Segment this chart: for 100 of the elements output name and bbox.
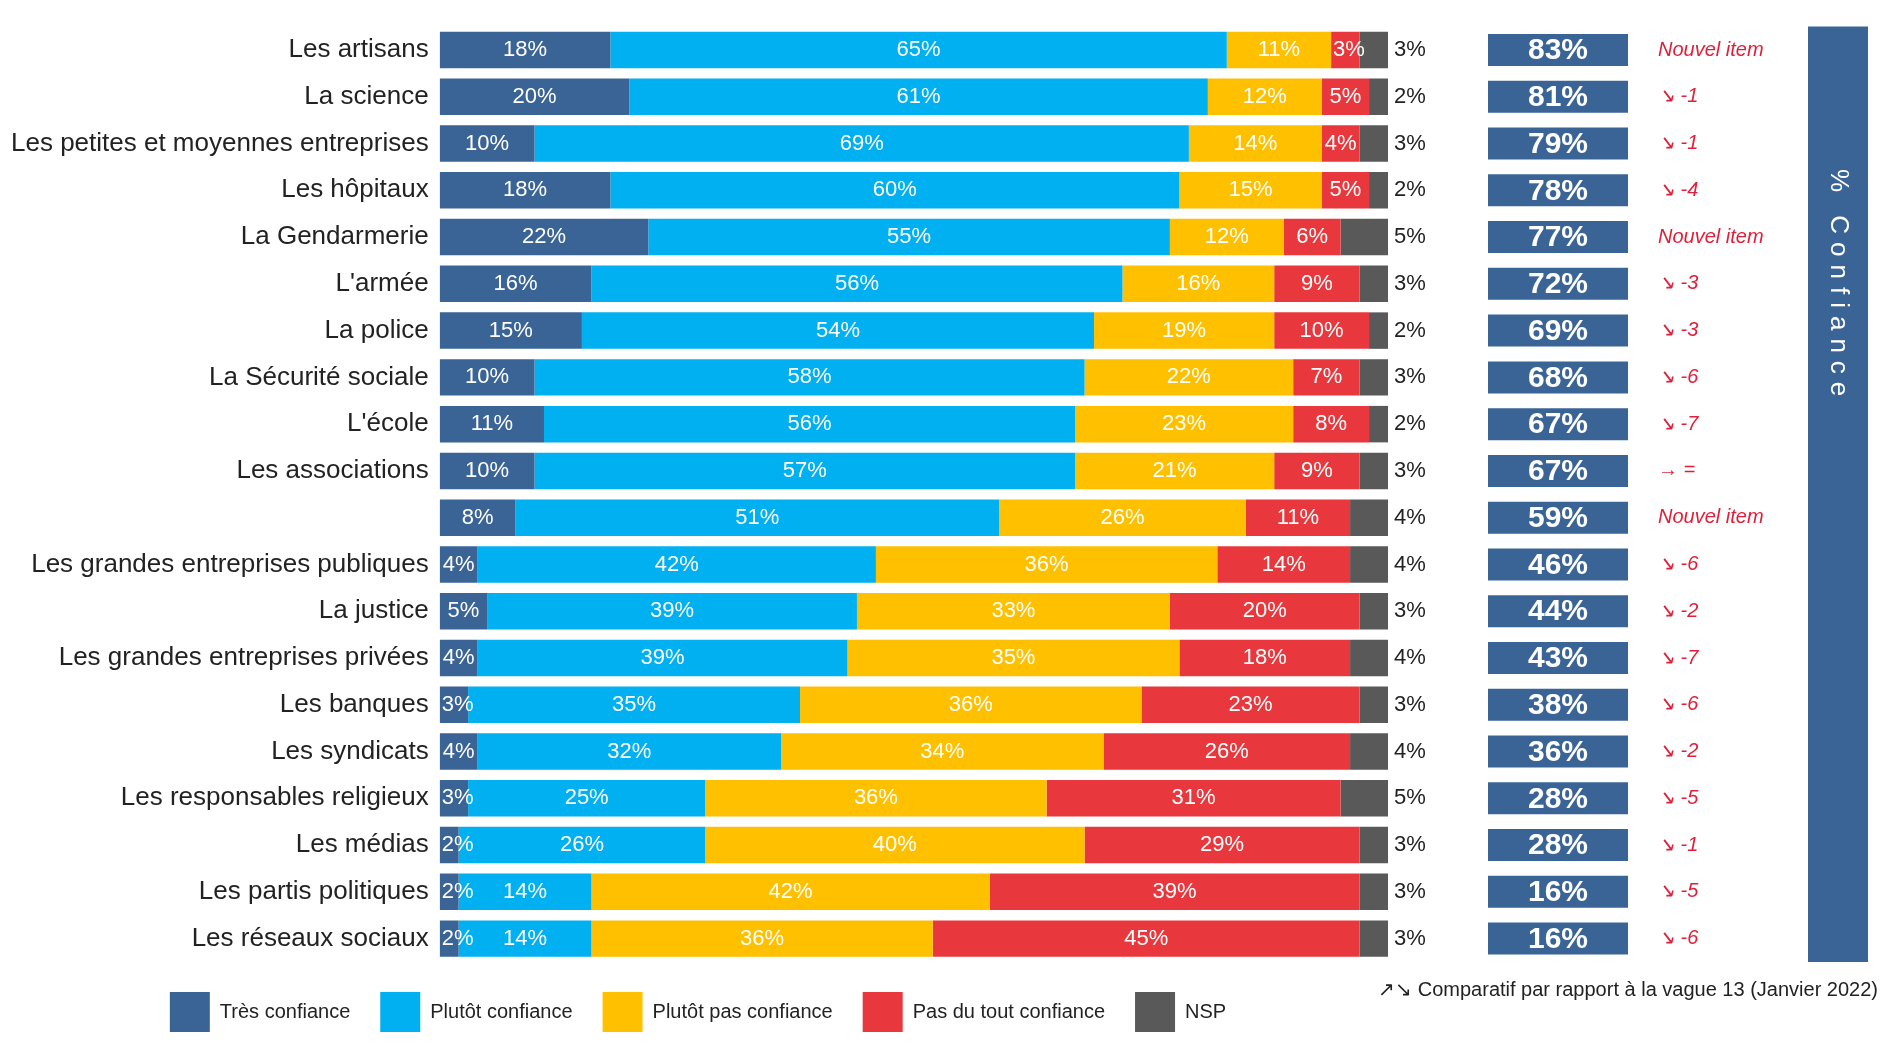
text: 28% [1527, 780, 1589, 814]
text: ↘ -7 [1658, 645, 1700, 668]
data-label: 36% [853, 784, 898, 810]
data-label: 21% [1152, 456, 1197, 482]
text: ↘ -1 [1658, 84, 1699, 107]
data-label: 12% [1242, 82, 1287, 108]
text: ↘ -2 [1658, 739, 1699, 762]
data-label: 45% [1124, 924, 1169, 950]
bar [648, 218, 1170, 256]
bar [1293, 359, 1360, 396]
bar [1274, 452, 1360, 490]
bar [800, 686, 1142, 724]
text: 67% [1527, 453, 1589, 487]
text: 67% [1527, 406, 1589, 440]
data-label: 56% [787, 410, 832, 436]
bar [487, 592, 857, 630]
data-label: 4% [1394, 644, 1426, 670]
data-label: 39% [640, 644, 685, 670]
data-label: 3% [1394, 269, 1426, 295]
data-label: 56% [834, 269, 879, 295]
text: ↘ -5 [1658, 879, 1700, 902]
bar [1340, 218, 1388, 256]
bar [1075, 452, 1275, 490]
text: 72% [1527, 266, 1589, 300]
data-label: 19% [1162, 316, 1207, 342]
text: ↘ -5 [1658, 785, 1700, 808]
text: Nouvel item [1658, 37, 1764, 60]
text: 81% [1527, 79, 1589, 113]
data-label: 12% [1204, 223, 1249, 249]
data-label: 36% [1024, 550, 1069, 576]
bar [1350, 499, 1388, 536]
y-tick-label: L'armée [335, 267, 429, 298]
bar [477, 733, 782, 770]
data-label: 14% [1233, 129, 1278, 155]
data-label: 23% [1228, 690, 1273, 716]
legend-label: Très confiance [219, 999, 351, 1022]
data-label: 18% [503, 176, 548, 202]
data-label: 35% [612, 690, 657, 716]
data-label: 42% [654, 550, 699, 576]
legend-label: Plutôt pas confiance [652, 999, 833, 1022]
bar [1169, 218, 1284, 256]
bar [1245, 499, 1351, 536]
data-label: 11% [470, 410, 514, 436]
y-tick-label: Les hôpitaux [281, 173, 429, 204]
text: ↘ -6 [1658, 926, 1700, 949]
bar [1179, 639, 1351, 677]
data-label: 4% [1394, 737, 1426, 763]
data-label: 20% [512, 82, 557, 108]
text: 46% [1527, 546, 1589, 580]
data-label: 51% [735, 503, 780, 529]
text: ↘ -1 [1658, 131, 1699, 154]
y-tick-label: L'école [347, 407, 429, 438]
text: % Confiance [1824, 168, 1855, 405]
data-label: 39% [1152, 877, 1197, 903]
data-label: 9% [1300, 269, 1333, 295]
bar [1350, 639, 1388, 677]
bar [543, 405, 1076, 443]
data-label: 35% [991, 644, 1036, 670]
bar [1359, 873, 1388, 911]
text: 77% [1527, 219, 1589, 253]
bar [1359, 452, 1388, 490]
bar [875, 546, 1218, 583]
data-label: 26% [1204, 737, 1249, 763]
data-label: 15% [488, 316, 533, 342]
bar [610, 31, 1227, 69]
y-tick-label: Les associations [236, 454, 429, 485]
data-label: 5% [1329, 176, 1362, 202]
y-tick-label: Les syndicats [271, 734, 429, 765]
bar [439, 31, 611, 69]
data-label: 3% [441, 784, 474, 810]
bar [1359, 686, 1388, 724]
data-label: 3% [1394, 456, 1426, 482]
text: Nouvel item [1658, 505, 1764, 528]
bar [439, 265, 592, 303]
text: ↗↘ Comparatif par rapport à la vague 13 (Janvier 2022) [1378, 977, 1878, 1000]
text: 68% [1527, 359, 1589, 393]
data-label: 2% [1394, 82, 1426, 108]
data-label: 3% [1394, 924, 1426, 950]
data-label: 4% [1394, 503, 1426, 529]
data-label: 8% [1315, 410, 1347, 436]
data-label: 33% [991, 597, 1036, 623]
bar [1274, 312, 1370, 349]
bar [1122, 265, 1275, 303]
bar [1369, 312, 1388, 349]
data-label: 34% [920, 737, 965, 763]
data-label: 3% [1394, 129, 1426, 155]
data-label: 10% [465, 363, 510, 389]
data-label: 8% [461, 503, 494, 529]
bar [1369, 405, 1388, 443]
bar [999, 499, 1246, 536]
bar [856, 592, 1170, 630]
text: 43% [1527, 640, 1589, 674]
legend-label: NSP [1185, 999, 1227, 1022]
data-label: 7% [1310, 363, 1343, 389]
bar [1188, 125, 1322, 162]
y-tick-label: La science [304, 79, 429, 110]
data-label: 26% [559, 831, 604, 857]
bar [439, 312, 582, 349]
bar [515, 499, 1000, 536]
data-label: 4% [1394, 550, 1426, 576]
